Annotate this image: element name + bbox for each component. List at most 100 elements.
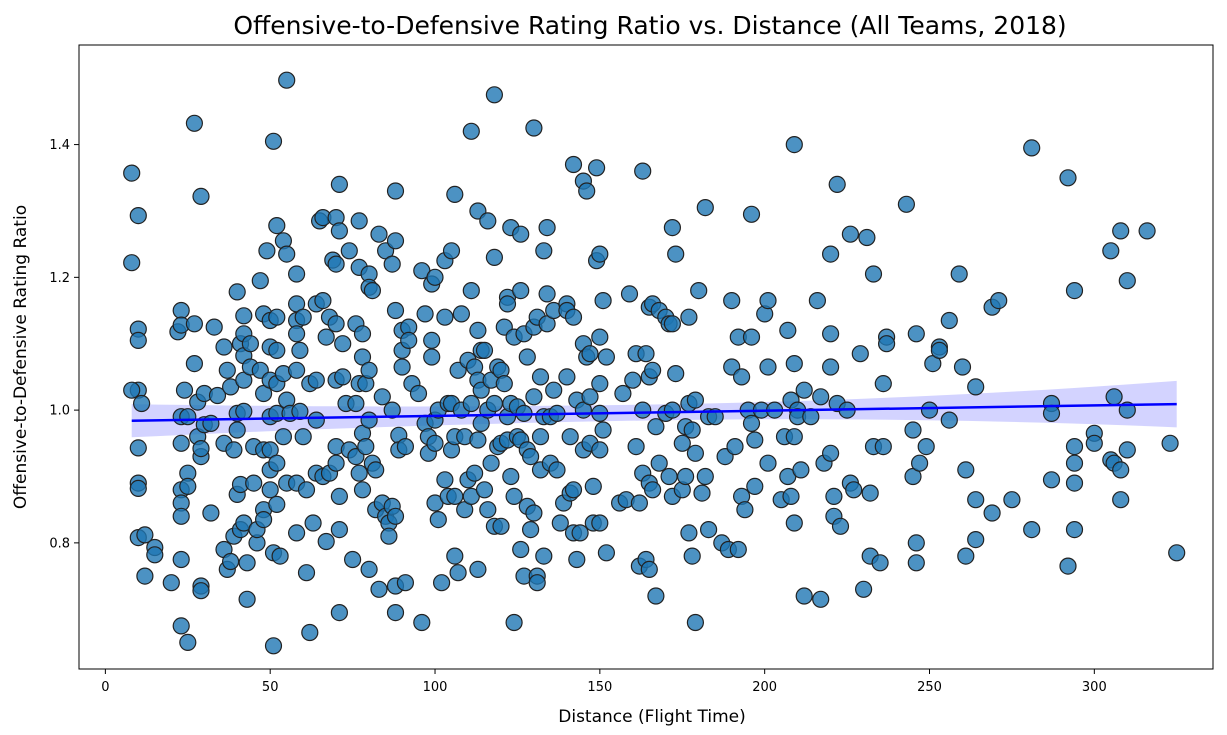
data-point [353,481,372,499]
data-point [785,428,803,446]
x-tick-label: 150 [587,680,612,695]
data-point [1138,222,1156,240]
data-point [640,560,658,579]
data-point [327,454,345,472]
data-point [347,394,365,413]
data-point [479,501,497,519]
data-point [400,331,418,349]
data-point [136,526,154,544]
data-point [821,444,840,462]
data-point [505,487,523,505]
y-tick-label: 1.4 [49,138,70,153]
data-point [215,338,233,356]
data-point [179,633,197,652]
data-point [264,637,283,655]
data-point [185,315,203,333]
data-point [512,225,530,243]
data-point [129,207,147,225]
data-point [521,520,540,539]
data-point [535,242,553,260]
data-point [845,481,863,499]
data-point [953,358,972,376]
data-point [383,255,401,273]
data-point [330,487,348,505]
data-point [624,371,642,389]
data-point [386,507,405,525]
data-point [334,335,352,353]
data-point [854,580,873,598]
data-point [627,438,645,456]
data-point [205,318,223,336]
data-point [360,411,378,429]
data-point [785,136,803,154]
data-point [581,388,599,406]
x-axis-ticks: 0 50 100 150 200 250 300 [101,669,1107,695]
data-point [650,454,668,472]
data-point [225,441,243,459]
data-point [294,308,312,326]
data-point [238,590,256,608]
data-point [505,613,523,632]
data-point [591,441,609,459]
data-point [940,411,958,429]
data-point [594,292,612,310]
data-point [967,491,985,509]
data-point [123,254,141,272]
data-point [614,384,632,403]
data-point [647,418,665,436]
data-point [545,381,563,399]
data-point [271,547,289,565]
data-point [268,454,286,472]
data-point [591,375,609,393]
data-point [693,484,711,502]
data-point [1065,520,1084,539]
data-point [462,394,480,413]
data-point [475,341,494,359]
data-point [634,401,652,419]
data-point [396,574,414,592]
data-point [175,381,194,399]
data-point [278,245,296,263]
data-point [525,119,543,137]
data-point [841,225,860,243]
data-point [521,448,540,466]
data-point [288,361,306,379]
data-point [393,358,411,376]
data-point [268,308,286,326]
data-point [218,361,236,379]
data-point [729,540,747,559]
data-point [1118,441,1136,459]
data-point [759,454,777,472]
data-point [436,471,454,489]
data-point [179,477,197,495]
data-point [133,394,151,413]
data-point [1059,557,1077,575]
data-point [538,285,556,303]
data-point [667,365,685,383]
x-tick-label: 300 [1082,680,1107,695]
x-axis-label: Distance (Flight Time) [558,707,745,727]
data-point [696,199,714,217]
data-point [782,487,800,505]
data-point [637,345,655,363]
data-point [584,477,602,495]
data-point [228,283,246,301]
data-point [268,495,286,513]
data-point [686,391,705,409]
data-point [581,345,599,363]
data-point [1168,544,1186,562]
data-point [330,520,348,539]
data-point [357,438,375,456]
data-point [683,421,701,439]
data-point [429,510,447,529]
data-point [779,321,797,339]
data-point [904,421,922,439]
data-point [587,159,606,177]
data-point [676,467,695,486]
data-point [940,311,958,330]
data-point [241,335,259,353]
data-point [874,375,892,393]
data-point [288,325,306,343]
data-point [129,331,147,349]
data-point [423,331,441,349]
